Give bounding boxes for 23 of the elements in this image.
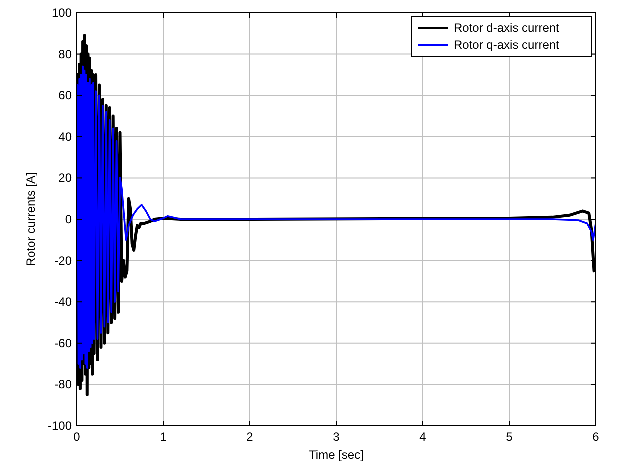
x-tick-label: 1 — [160, 430, 168, 444]
y-axis-title: Rotor currents [A] — [24, 172, 38, 267]
y-tick-label: 80 — [58, 47, 72, 62]
y-tick-label: -60 — [54, 336, 72, 350]
x-axis-title: Time [sec] — [309, 448, 364, 462]
x-tick-label: 6 — [592, 430, 600, 444]
x-tick-label: 2 — [246, 430, 254, 444]
y-tick-label: -20 — [54, 254, 72, 268]
x-tick-label: 4 — [420, 430, 427, 444]
legend-label: Rotor q-axis current — [454, 38, 560, 52]
x-tick-label: 5 — [506, 430, 514, 444]
x-tick-label: 3 — [333, 430, 340, 444]
x-tick-label: 0 — [74, 430, 81, 444]
y-tick-label: 40 — [58, 130, 72, 144]
legend-label: Rotor d-axis current — [454, 21, 560, 35]
y-tick-label: 0 — [65, 212, 72, 226]
y-tick-label: 60 — [58, 88, 72, 103]
y-tick-label: -40 — [54, 295, 72, 310]
y-tick-label: 20 — [58, 171, 72, 186]
y-tick-label: 100 — [52, 6, 72, 20]
line-series — [77, 66, 596, 370]
y-tick-label: -100 — [48, 419, 72, 433]
y-tick-label: -80 — [54, 378, 72, 392]
